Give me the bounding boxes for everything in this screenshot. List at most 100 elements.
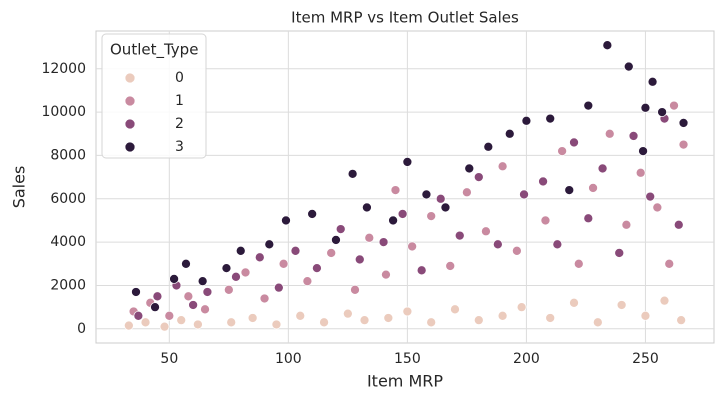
point <box>557 146 567 156</box>
point <box>281 215 291 226</box>
point <box>426 317 437 328</box>
point <box>426 211 437 221</box>
legend-label: 0 <box>175 70 184 86</box>
point <box>388 215 398 226</box>
point <box>264 239 275 250</box>
point <box>664 258 675 269</box>
point <box>583 100 594 111</box>
point <box>362 202 372 213</box>
point <box>319 317 329 328</box>
point <box>259 293 270 304</box>
point <box>193 319 203 330</box>
point <box>181 258 191 269</box>
point <box>616 300 627 310</box>
x-tick-label: 250 <box>632 351 659 367</box>
y-tick-label: 4000 <box>50 234 86 250</box>
point <box>635 167 646 178</box>
point <box>645 191 656 202</box>
point <box>176 315 187 325</box>
point <box>381 269 391 280</box>
point <box>278 258 289 269</box>
point <box>435 193 446 204</box>
point <box>573 258 584 269</box>
point <box>335 224 346 234</box>
legend-marker <box>124 118 136 130</box>
point <box>354 254 365 265</box>
y-axis-label: Sales <box>10 166 29 209</box>
y-tick-label: 12000 <box>41 61 86 77</box>
point <box>504 128 515 139</box>
point <box>326 248 337 258</box>
point <box>440 202 451 213</box>
point <box>497 310 508 321</box>
legend-marker <box>124 95 136 107</box>
point <box>240 267 251 278</box>
point <box>454 230 465 241</box>
point <box>221 263 232 273</box>
point <box>290 245 301 256</box>
legend-label: 1 <box>175 93 184 109</box>
point <box>473 172 484 182</box>
point <box>483 141 494 152</box>
point <box>462 187 472 198</box>
point <box>131 287 141 297</box>
point <box>628 131 639 141</box>
point <box>464 163 475 174</box>
point <box>614 248 625 258</box>
point <box>421 189 432 200</box>
y-tick-label: 0 <box>77 321 86 337</box>
point <box>359 315 370 325</box>
point <box>519 189 529 200</box>
point <box>640 102 651 113</box>
point <box>516 302 527 312</box>
point <box>343 308 353 319</box>
point <box>188 300 198 310</box>
point <box>481 226 491 237</box>
point <box>512 245 522 256</box>
point <box>295 310 306 321</box>
point <box>604 128 615 139</box>
point <box>678 118 689 128</box>
point <box>592 317 603 328</box>
x-tick-label: 50 <box>160 351 178 367</box>
legend-label: 2 <box>175 116 184 132</box>
point <box>364 232 375 243</box>
point <box>652 202 663 213</box>
point <box>540 215 551 226</box>
point <box>164 310 175 321</box>
point <box>445 261 456 271</box>
point <box>657 107 667 117</box>
point <box>223 284 234 295</box>
point <box>621 219 632 230</box>
point <box>552 239 563 250</box>
legend-title: Outlet_Type <box>110 41 198 60</box>
legend: Outlet_Type 0 1 2 3 <box>101 33 207 159</box>
point <box>200 304 210 315</box>
point <box>331 235 341 245</box>
point <box>497 161 508 172</box>
point <box>450 304 460 315</box>
point <box>307 209 318 219</box>
point <box>390 185 401 195</box>
point <box>564 185 575 195</box>
point <box>569 137 579 148</box>
point <box>647 76 658 87</box>
point <box>235 245 246 256</box>
x-tick-label: 150 <box>394 351 421 367</box>
point <box>583 213 594 224</box>
point <box>159 321 170 332</box>
point <box>247 313 258 323</box>
point <box>140 317 151 328</box>
point <box>350 284 360 295</box>
point <box>569 297 579 308</box>
point <box>378 237 389 247</box>
point <box>231 271 241 282</box>
y-tick-label: 6000 <box>50 191 86 207</box>
point <box>402 306 413 317</box>
point <box>416 265 427 276</box>
point <box>133 310 144 321</box>
point <box>273 282 284 293</box>
point <box>673 219 684 230</box>
point <box>271 319 282 330</box>
point <box>169 274 179 284</box>
